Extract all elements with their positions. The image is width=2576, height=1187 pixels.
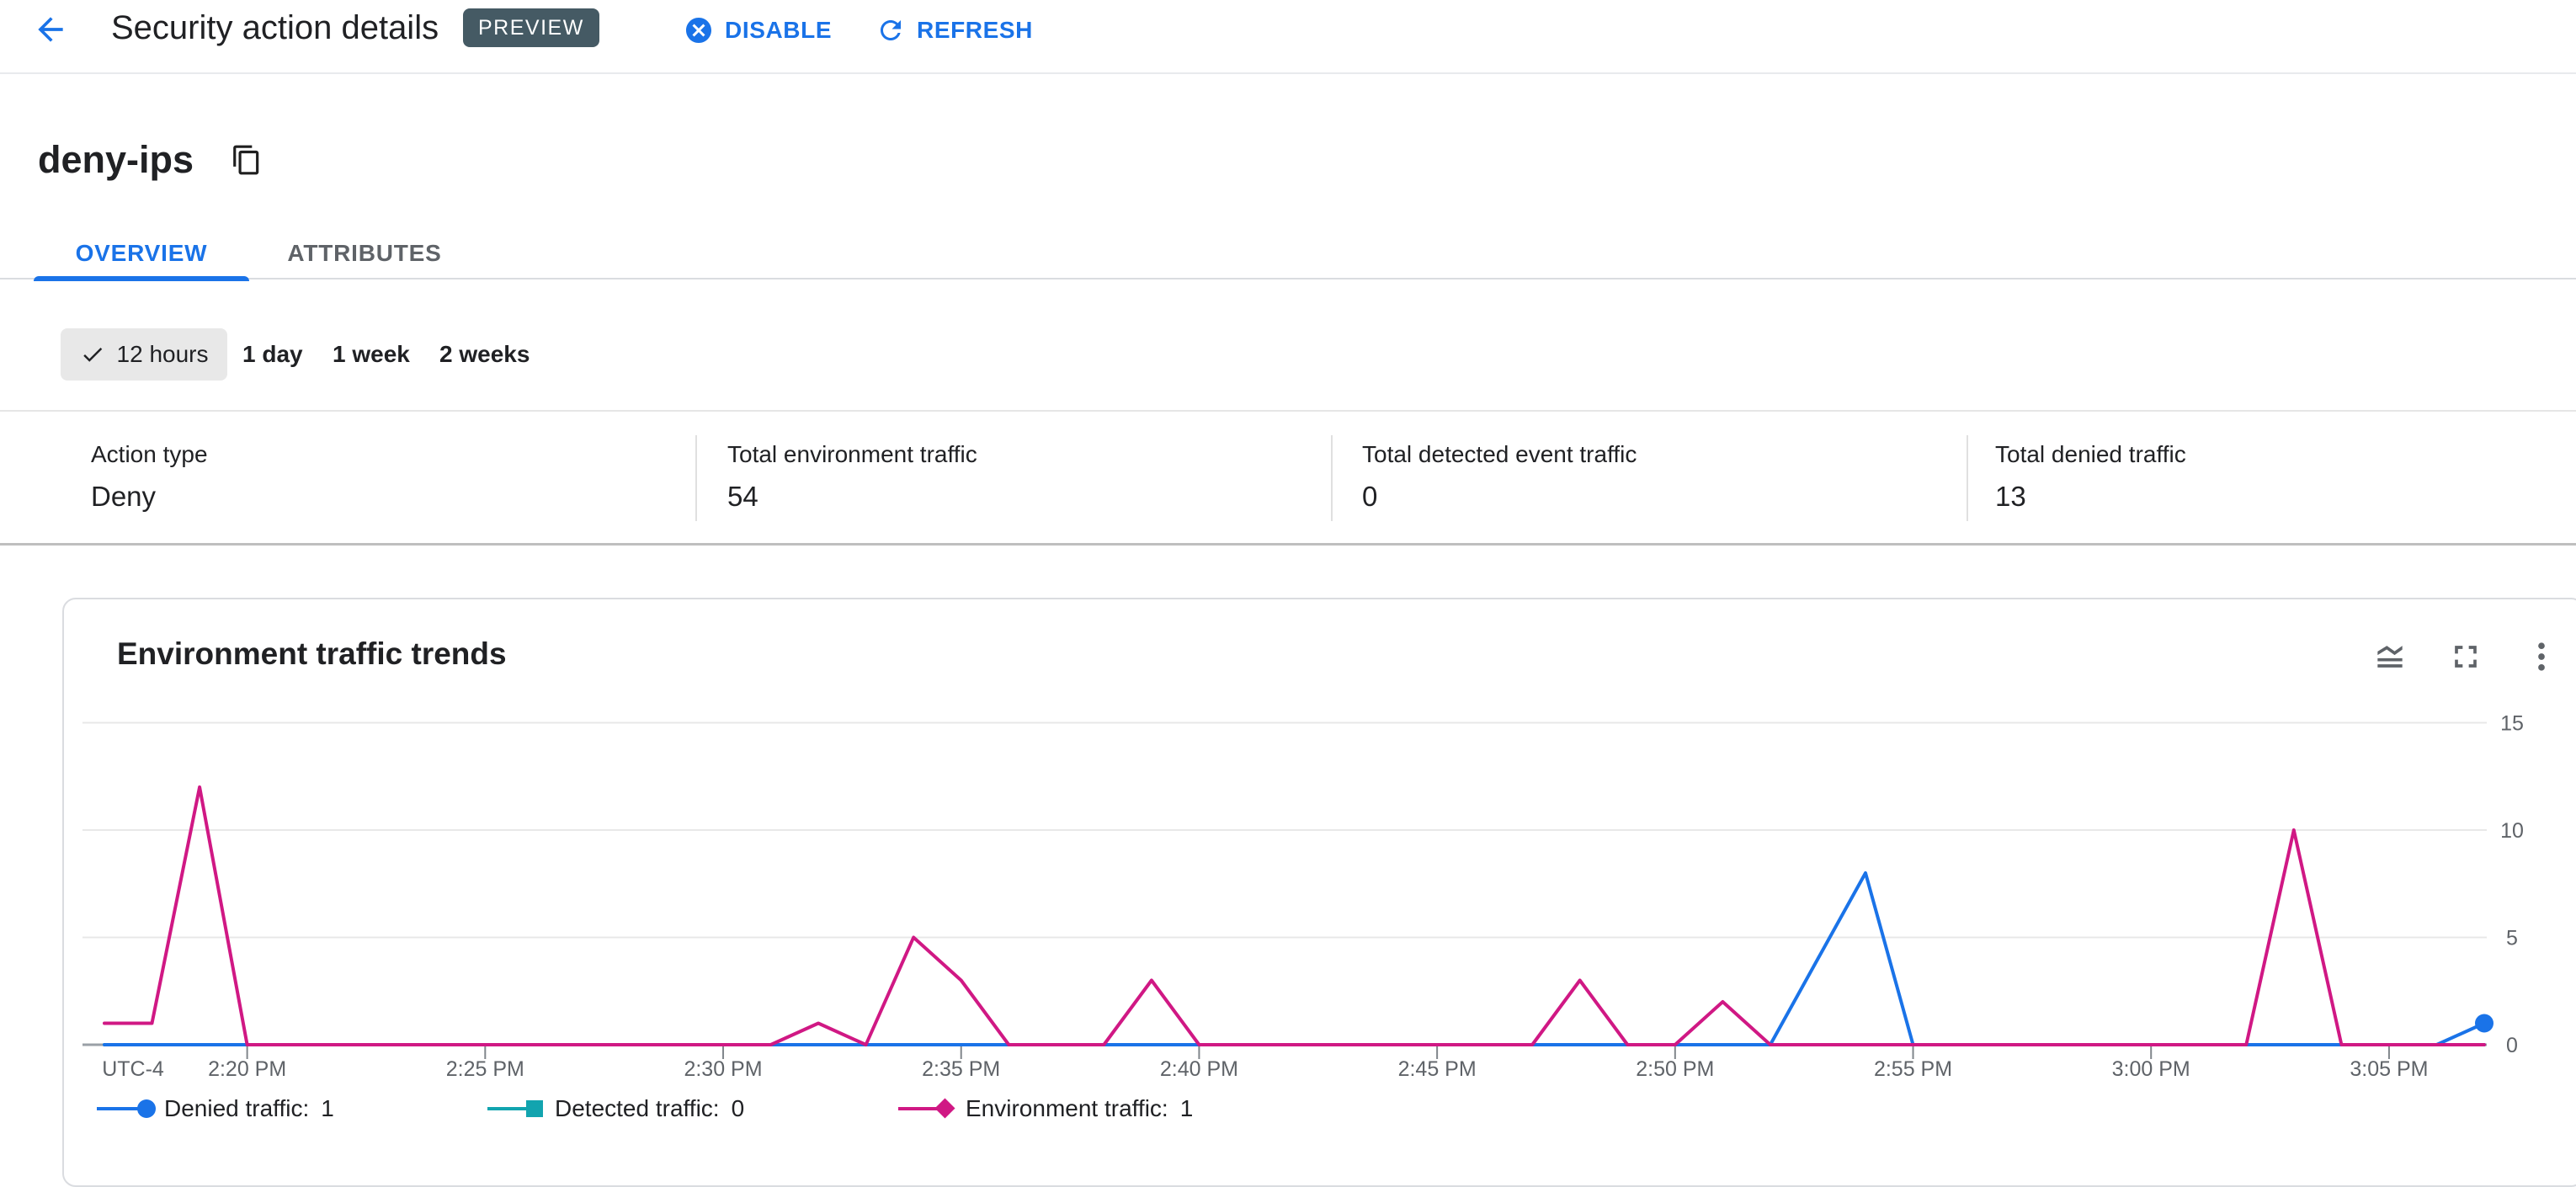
disable-label: DISABLE [725,17,833,43]
stat-divider [1967,435,1968,521]
chip-12-hours[interactable]: 12 hours [61,328,227,381]
svg-text:15: 15 [2500,712,2524,736]
legend-environment-traffic[interactable]: Environment traffic: 1 [898,1094,1193,1123]
detected-series-marker [487,1100,543,1117]
svg-text:2:55 PM: 2:55 PM [1874,1057,1952,1081]
preview-badge: PREVIEW [463,8,599,47]
svg-text:2:35 PM: 2:35 PM [922,1057,1000,1081]
page-title: Security action details [111,9,439,46]
environment-traffic-trends-card: Environment traffic trends 2:20 PM 2:25 P… [62,598,2576,1187]
svg-text:5: 5 [2506,927,2518,950]
app-header: Security action details PREVIEW DISABLE … [0,0,2576,74]
environment-series-marker [898,1098,955,1119]
svg-text:UTC-4: UTC-4 [102,1057,164,1081]
tab-attributes[interactable]: ATTRIBUTES [287,240,442,266]
stat-divider [1331,435,1333,521]
stats-strip: Action type Deny Total environment traff… [0,410,2576,546]
chip-2-weeks[interactable]: 2 weeks [439,341,530,367]
active-tab-underline [34,276,249,281]
svg-text:3:00 PM: 3:00 PM [2112,1057,2190,1081]
action-name: deny-ips [38,138,194,181]
legend-toggle-icon[interactable] [2371,638,2408,675]
stat-divider [695,435,697,521]
refresh-label: REFRESH [917,17,1033,43]
cancel-icon [686,18,711,43]
svg-text:2:45 PM: 2:45 PM [1398,1057,1477,1081]
time-range-filter: 12 hours 1 day 1 week 2 weeks [0,328,2576,381]
refresh-button[interactable]: REFRESH [876,13,1033,47]
svg-text:2:20 PM: 2:20 PM [208,1057,286,1081]
legend-denied-traffic[interactable]: Denied traffic: 1 [97,1094,334,1123]
svg-text:2:40 PM: 2:40 PM [1160,1057,1238,1081]
action-heading-row: deny-ips [38,135,263,185]
tab-overview[interactable]: OVERVIEW [34,227,249,281]
svg-text:0: 0 [2506,1034,2518,1057]
check-icon [82,348,102,362]
disable-button[interactable]: DISABLE [684,13,832,47]
denied-series-marker [97,1099,156,1118]
chip-1-day[interactable]: 1 day [242,341,303,367]
fullscreen-icon[interactable] [2447,638,2484,675]
refresh-icon [881,20,901,40]
svg-text:10: 10 [2500,819,2524,843]
svg-text:2:30 PM: 2:30 PM [684,1057,762,1081]
chart-title: Environment traffic trends [117,636,507,671]
copy-icon[interactable] [231,144,263,176]
traffic-trends-chart: 2:20 PM 2:25 PM 2:30 PM 2:35 PM 2:40 PM 2:45 … [82,712,2524,1081]
chip-1-week[interactable]: 1 week [333,341,410,367]
legend-detected-traffic[interactable]: Detected traffic: 0 [487,1094,744,1123]
tab-bar: OVERVIEW ATTRIBUTES [0,227,2576,281]
back-arrow-icon[interactable] [32,11,69,48]
svg-text:2:50 PM: 2:50 PM [1636,1057,1714,1081]
svg-text:3:05 PM: 3:05 PM [2350,1057,2428,1081]
svg-text:2:25 PM: 2:25 PM [446,1057,524,1081]
more-vert-icon[interactable] [2523,638,2560,675]
